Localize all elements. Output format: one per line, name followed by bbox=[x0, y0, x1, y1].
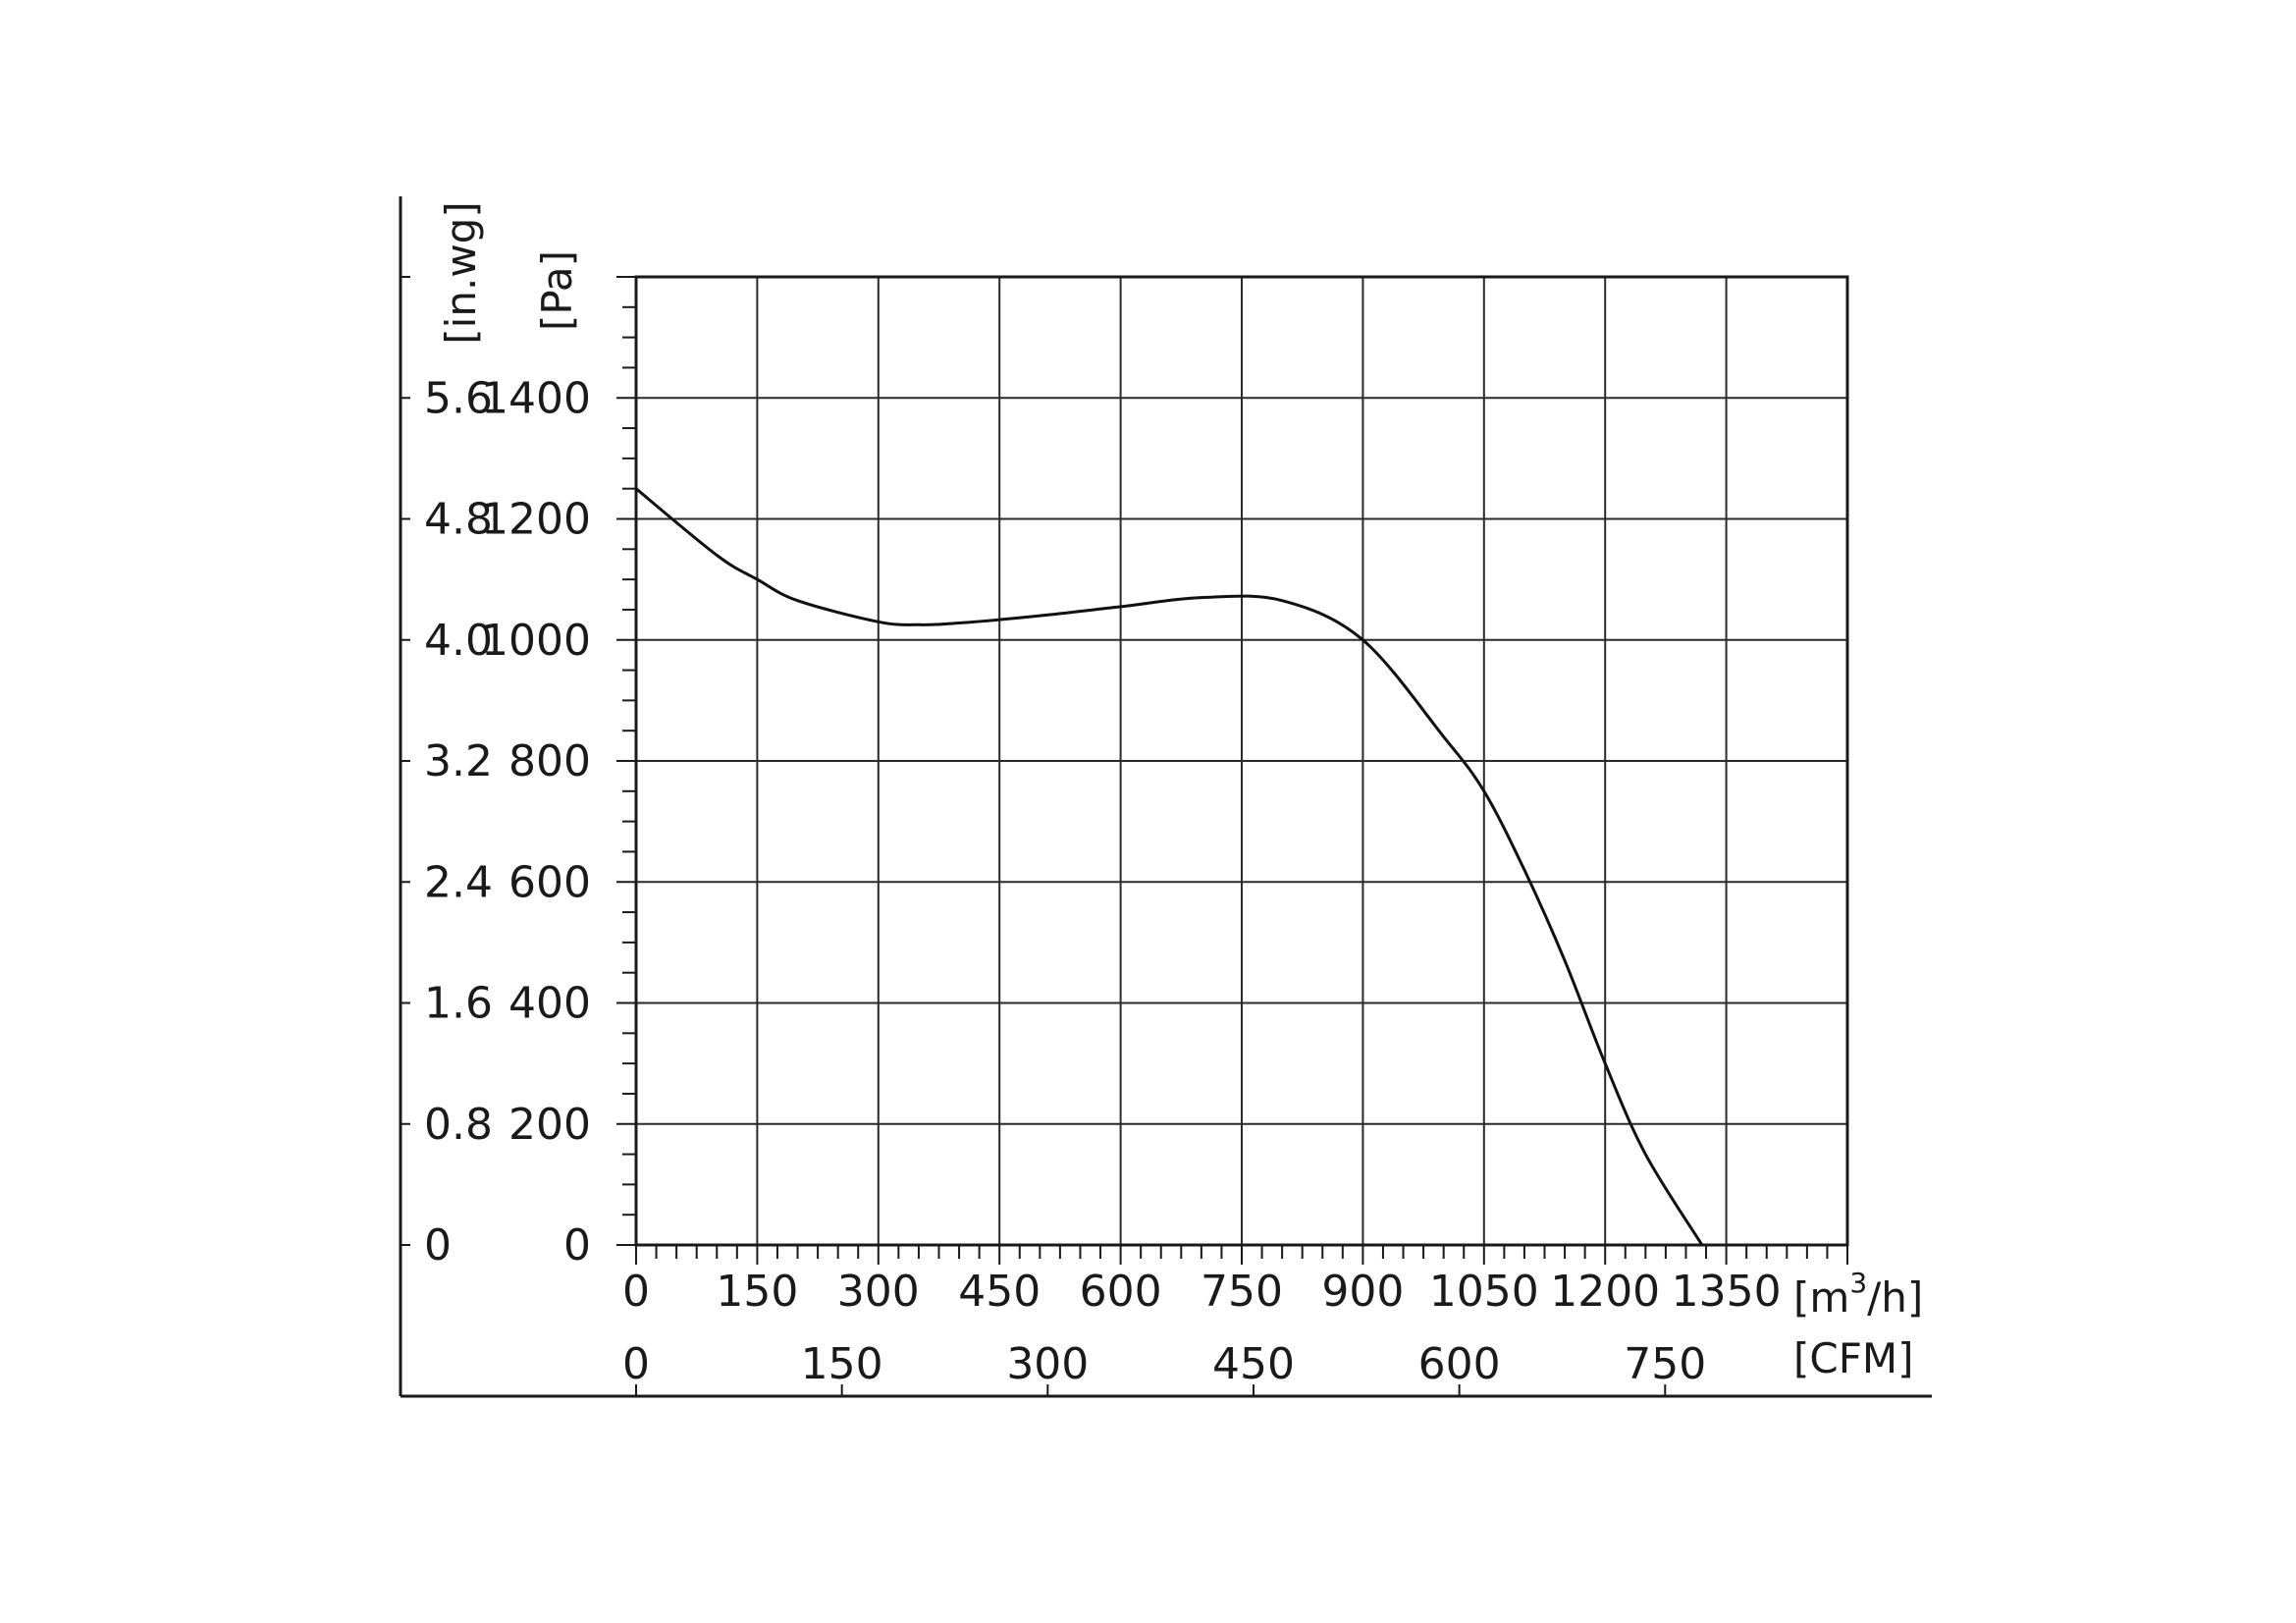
x-tick-labels-primary: 0 150 300 450 600 750 900 1050 1200 1350 bbox=[622, 1267, 1782, 1317]
x-tick-label-m3h-2: 300 bbox=[837, 1267, 920, 1317]
plot-frame-group bbox=[634, 275, 1849, 1247]
x-axis-primary-label-part-1: [m bbox=[1793, 1273, 1849, 1322]
y-axis-secondary-label: [in.wg] bbox=[437, 201, 485, 344]
y-tick-label-pa-0: 0 bbox=[563, 1220, 591, 1271]
y-tick-label-inwg-1: 0.8 bbox=[424, 1100, 493, 1150]
x-tick-label-m3h-3: 450 bbox=[958, 1267, 1041, 1317]
y-tick-label-inwg-3: 2.4 bbox=[424, 857, 493, 907]
x-tick-label-cfm-5: 750 bbox=[1624, 1339, 1706, 1389]
x-tick-label-m3h-0: 0 bbox=[622, 1267, 650, 1317]
y-tick-label-pa-1: 200 bbox=[508, 1100, 591, 1150]
y-tick-label-pa-6: 1200 bbox=[481, 495, 591, 545]
x-tick-label-cfm-2: 300 bbox=[1006, 1339, 1089, 1389]
x-tick-label-m3h-7: 1050 bbox=[1429, 1267, 1539, 1317]
x-tick-label-m3h-8: 1200 bbox=[1550, 1267, 1660, 1317]
y-tick-label-pa-7: 1400 bbox=[481, 373, 591, 423]
x-tick-label-m3h-5: 750 bbox=[1201, 1267, 1283, 1317]
x-tick-label-m3h-9: 1350 bbox=[1672, 1267, 1782, 1317]
plot-frame bbox=[634, 275, 1849, 1247]
x-tick-labels-secondary: 0 150 300 450 600 750 bbox=[622, 1339, 1706, 1389]
x-tick-label-cfm-3: 450 bbox=[1212, 1339, 1295, 1389]
x-axis-primary-label: [m3/h] bbox=[1793, 1267, 1923, 1322]
x-tick-label-cfm-1: 150 bbox=[801, 1339, 883, 1389]
x-axis-primary-label-part-3: /h] bbox=[1867, 1273, 1923, 1322]
y-tick-label-inwg-5: 4.0 bbox=[424, 616, 493, 666]
y-tick-label-inwg-7: 5.6 bbox=[424, 373, 493, 423]
x-tick-label-m3h-6: 900 bbox=[1321, 1267, 1404, 1317]
grid-group bbox=[635, 276, 1848, 1246]
x-axis-primary-label-superscript: 3 bbox=[1849, 1267, 1867, 1299]
series-group bbox=[635, 487, 1704, 1246]
y-tick-label-pa-5: 1000 bbox=[481, 616, 591, 666]
y-tick-label-pa-4: 800 bbox=[508, 736, 591, 786]
y-tick-label-inwg-2: 1.6 bbox=[424, 979, 493, 1029]
x-tick-label-cfm-4: 600 bbox=[1418, 1339, 1501, 1389]
y-tick-labels-secondary: 0 0.8 1.6 2.4 3.2 4.0 4.8 5.6 bbox=[424, 373, 493, 1271]
x-tick-label-m3h-1: 150 bbox=[716, 1267, 798, 1317]
minor-ticks-group bbox=[616, 276, 1848, 1265]
outer-axes-group bbox=[399, 196, 1932, 1398]
x-tick-label-cfm-0: 0 bbox=[622, 1339, 650, 1389]
y-tick-label-pa-3: 600 bbox=[508, 857, 591, 907]
y-tick-label-inwg-4: 3.2 bbox=[424, 736, 493, 786]
x-tick-label-m3h-4: 600 bbox=[1080, 1267, 1162, 1317]
x-axis-secondary-label: [CFM] bbox=[1793, 1334, 1914, 1382]
y-tick-label-pa-2: 400 bbox=[508, 979, 591, 1029]
series-line-0 bbox=[635, 487, 1704, 1246]
y-axis-primary-label: [Pa] bbox=[533, 250, 581, 331]
y-tick-label-inwg-0: 0 bbox=[424, 1220, 452, 1271]
y-tick-labels-primary: 0 200 400 600 800 1000 1200 1400 bbox=[481, 373, 591, 1271]
y-tick-label-inwg-6: 4.8 bbox=[424, 495, 493, 545]
